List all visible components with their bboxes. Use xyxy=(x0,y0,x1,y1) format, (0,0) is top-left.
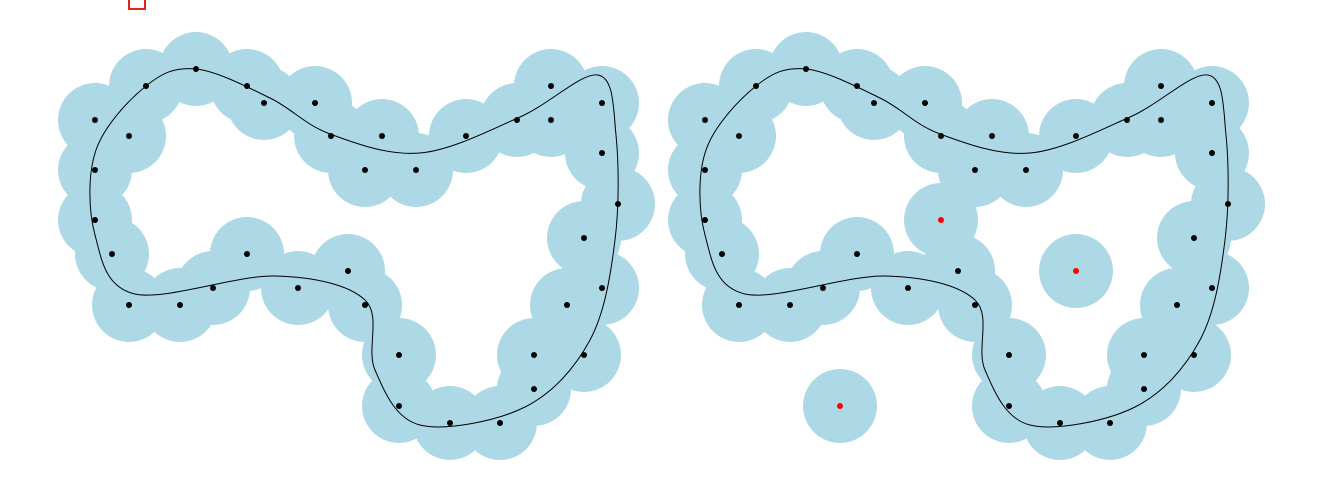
panel-right-sample-point xyxy=(719,251,725,257)
panel-right-sample-point xyxy=(1158,83,1164,89)
panel-left-sample-point xyxy=(447,420,453,426)
panel-left-sample-point xyxy=(413,167,419,173)
panel-left-sample-point xyxy=(599,285,605,291)
curve-layer xyxy=(89,68,1229,428)
panel-right-sample-point xyxy=(1209,285,1215,291)
panel-right-sample-point xyxy=(1225,201,1231,207)
panel-right-sample-point xyxy=(1209,150,1215,156)
panel-left-sample-point xyxy=(126,133,132,139)
panel-right-underlying-curve xyxy=(699,68,1229,428)
panel-left-sample-point xyxy=(210,285,216,291)
panel-right-sample-point xyxy=(1057,420,1063,426)
panel-left-sample-point xyxy=(548,117,554,123)
panel-right-sample-point xyxy=(736,133,742,139)
panel-left-sample-point xyxy=(514,117,520,123)
panel-right-sample-point xyxy=(1073,133,1079,139)
panel-right-sample-point xyxy=(972,302,978,308)
panel-left-sample-point xyxy=(109,251,115,257)
panel-right-sample-point xyxy=(803,66,809,72)
panel-right-sample-point xyxy=(905,285,911,291)
panel-left-sample-point xyxy=(345,268,351,274)
panel-left-underlying-curve xyxy=(89,68,619,428)
panel-right-sample-point xyxy=(1191,352,1197,358)
panel-right-sample-point xyxy=(1191,235,1197,241)
panel-left-sample-point xyxy=(581,235,587,241)
panel-right-sample-point xyxy=(854,251,860,257)
panel-left-sample-point xyxy=(92,167,98,173)
ball-cover-layer xyxy=(58,32,1265,460)
panel-left-sample-point xyxy=(396,352,402,358)
panel-right-outlier-point xyxy=(837,403,843,409)
panel-left-sample-point xyxy=(244,83,250,89)
panel-right-sample-point xyxy=(1174,302,1180,308)
panel-right-sample-point xyxy=(702,217,708,223)
panel-left-sample-point xyxy=(362,167,368,173)
panel-right-sample-point xyxy=(871,100,877,106)
panel-left-sample-point xyxy=(312,100,318,106)
red-corner-marker xyxy=(128,0,146,10)
panel-right-sample-point xyxy=(702,167,708,173)
panel-right-sample-point xyxy=(736,302,742,308)
panel-left-sample-point xyxy=(615,201,621,207)
panel-right-sample-point xyxy=(938,133,944,139)
panel-left-sample-point xyxy=(497,420,503,426)
panel-left-sample-point xyxy=(92,217,98,223)
panel-right-sample-point xyxy=(972,167,978,173)
panel-right-sample-point xyxy=(1107,420,1113,426)
panel-left-sample-point xyxy=(92,117,98,123)
panel-right-sample-point xyxy=(1209,100,1215,106)
panel-left-sample-point xyxy=(328,133,334,139)
panel-left-sample-point xyxy=(548,83,554,89)
panel-right-sample-point xyxy=(753,83,759,89)
panel-right-sample-point xyxy=(1141,386,1147,392)
panel-right-sample-point xyxy=(702,117,708,123)
panel-left-sample-point xyxy=(599,150,605,156)
panel-right-sample-point xyxy=(955,268,961,274)
panel-left-sample-point xyxy=(531,386,537,392)
panel-left-sample-point xyxy=(126,302,132,308)
panel-left-sample-point xyxy=(177,302,183,308)
panel-left-sample-point xyxy=(193,66,199,72)
panel-right-sample-point xyxy=(1006,403,1012,409)
panel-right-sample-point xyxy=(1023,167,1029,173)
panel-right-sample-point xyxy=(1141,352,1147,358)
panel-left-sample-point xyxy=(564,302,570,308)
panel-right-sample-point xyxy=(1006,352,1012,358)
panel-right-sample-point xyxy=(922,100,928,106)
panel-left-sample-point xyxy=(531,352,537,358)
panel-left-sample-point xyxy=(581,352,587,358)
panel-right-sample-point xyxy=(787,302,793,308)
panel-left-sample-point xyxy=(143,83,149,89)
panel-left-sample-point xyxy=(599,100,605,106)
panel-left-sample-point xyxy=(463,133,469,139)
panel-right-sample-point xyxy=(1158,117,1164,123)
panel-left-sample-point xyxy=(379,133,385,139)
panel-right-outlier-point xyxy=(1073,268,1079,274)
panel-left-sample-point xyxy=(396,403,402,409)
sample-point-layer xyxy=(92,66,1231,426)
panel-right-sample-point xyxy=(989,133,995,139)
panel-left-sample-point xyxy=(244,251,250,257)
panel-left-sample-point xyxy=(261,100,267,106)
panel-left-sample-point xyxy=(362,302,368,308)
panel-left-sample-point xyxy=(295,285,301,291)
panel-right-sample-point xyxy=(1124,117,1130,123)
panel-right-sample-point xyxy=(820,285,826,291)
panel-right-outlier-point xyxy=(938,217,944,223)
panel-right-sample-point xyxy=(854,83,860,89)
